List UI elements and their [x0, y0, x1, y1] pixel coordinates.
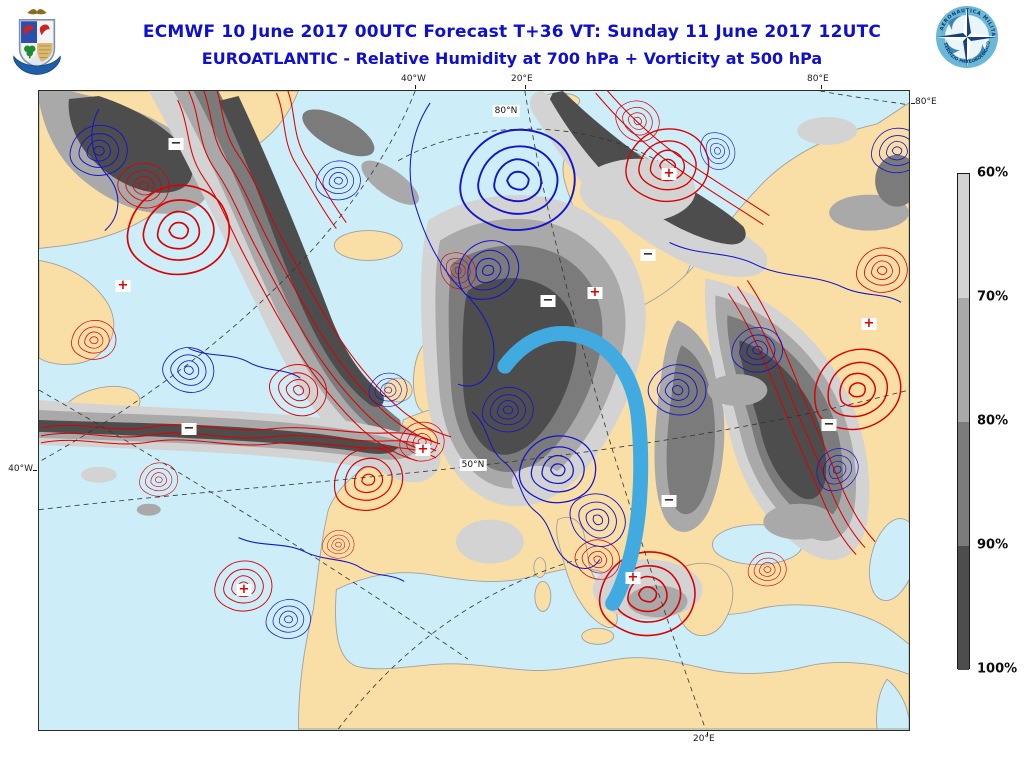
crest-banner — [13, 55, 61, 75]
axis-label-left: 40°W — [8, 464, 33, 474]
colorbar-segment-80 — [958, 422, 969, 546]
military-crest-logo — [13, 9, 61, 75]
negative-vorticity-contours — [69, 102, 909, 639]
vorticity-max-marker: + — [115, 279, 131, 292]
vorticity-min-marker: − — [821, 418, 837, 431]
axis-tick — [415, 85, 416, 89]
axis-label-bottom: 20°E — [693, 734, 715, 744]
colorbar-label: 100% — [977, 661, 1018, 677]
vorticity-min-marker: − — [540, 294, 556, 307]
crest-bird-icon — [27, 9, 47, 15]
axis-label-right: 80°E — [915, 97, 937, 107]
map-canvas — [39, 91, 909, 730]
vorticity-max-marker: + — [861, 317, 877, 330]
vorticity-min-marker: − — [640, 248, 656, 261]
vorticity-max-marker: + — [625, 571, 641, 584]
colorbar-label: 60% — [977, 165, 1009, 181]
axis-tick — [33, 470, 37, 471]
colorbar-label: 80% — [977, 413, 1009, 429]
humidity-colorbar — [957, 173, 970, 670]
colorbar-label: 90% — [977, 537, 1009, 553]
humidity-shading — [39, 91, 909, 620]
axis-tick — [821, 85, 822, 89]
vorticity-min-marker: − — [661, 494, 677, 507]
axis-tick — [525, 85, 526, 89]
title-block: ECMWF 10 June 2017 00UTC Forecast T+36 V… — [0, 22, 1024, 68]
vorticity-max-marker: + — [415, 443, 431, 456]
vorticity-max-marker: + — [661, 167, 677, 180]
jet-stream-arrow — [497, 326, 649, 611]
vorticity-min-marker: − — [181, 422, 197, 435]
axis-label-top: 40°W — [401, 74, 426, 84]
grid-label: 50°N — [459, 459, 487, 471]
page-title-line2: EUROATLANTIC - Relative Humidity at 700 … — [201, 49, 823, 68]
axis-tick — [707, 732, 708, 736]
vorticity-max-marker: + — [587, 286, 603, 299]
aeronautica-militare-logo: AERONAUTICA MILITARE SERVIZIO METEOROLOG… — [934, 4, 998, 68]
axis-tick — [911, 103, 915, 104]
colorbar-segment-70 — [958, 298, 969, 422]
axis-label-top: 20°E — [511, 74, 533, 84]
vorticity-max-marker: + — [236, 583, 252, 596]
grid-label: 80°N — [492, 105, 520, 117]
compass-rose-icon — [937, 7, 997, 67]
page-title-line1: ECMWF 10 June 2017 00UTC Forecast T+36 V… — [142, 22, 882, 42]
vorticity-min-marker: − — [168, 137, 184, 150]
forecast-map[interactable]: 80°N 50°N − + − + + − + − − − + + + — [38, 90, 910, 731]
colorbar-segment-60 — [958, 174, 969, 298]
axis-label-top: 80°E — [807, 74, 829, 84]
colorbar-label: 70% — [977, 289, 1009, 305]
graticule-lines — [39, 91, 909, 730]
colorbar-segment-90 — [958, 546, 969, 670]
